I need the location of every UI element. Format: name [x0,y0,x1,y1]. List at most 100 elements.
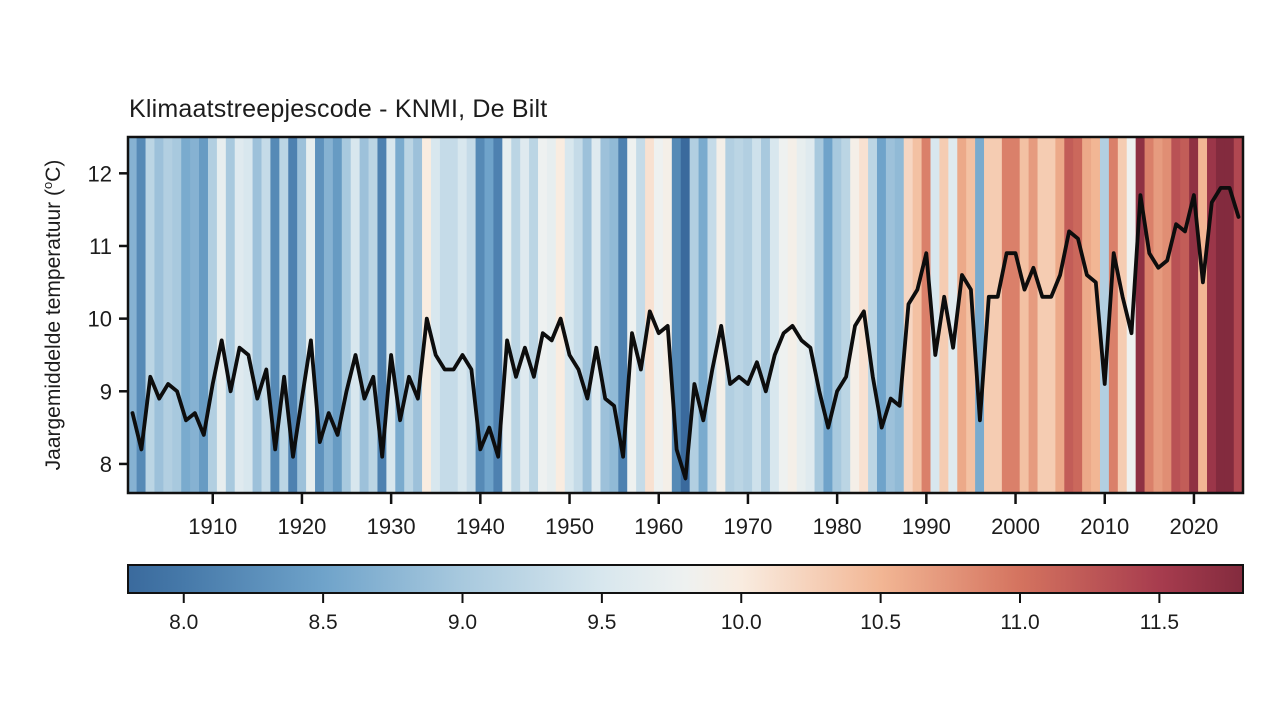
stripe-1901 [127,137,138,493]
stripe-1905 [163,137,173,493]
stripe-1980 [832,137,842,493]
stripe-1927 [359,137,370,493]
stripe-1913 [234,137,245,493]
stripe-2015 [1144,137,1155,493]
stripe-1958 [636,137,646,493]
stripe-1939 [466,137,477,493]
stripe-1909 [199,137,209,493]
stripe-1948 [546,137,557,493]
stripe-1935 [430,137,441,493]
stripe-1999 [1001,137,1012,493]
stripe-1957 [627,137,637,493]
stripe-1955 [609,137,619,493]
stripe-1981 [841,137,851,493]
stripe-1926 [350,137,361,493]
stripe-2001 [1019,137,1030,493]
stripe-1937 [448,137,459,493]
stripe-1949 [555,137,566,493]
stripe-1976 [796,137,807,493]
stripe-2007 [1073,137,1083,493]
stripe-1987 [894,137,905,493]
stripe-1975 [787,137,798,493]
chart-title: Klimaatstreepjescode - KNMI, De Bilt [129,95,547,123]
stripe-1920 [297,137,307,493]
stripe-2009 [1091,137,1101,493]
stripe-1922 [315,137,325,493]
stripe-1974 [778,137,789,493]
stripe-1979 [823,137,833,493]
stripe-1965 [698,137,709,493]
stripe-2025 [1233,137,1244,493]
stripes-layer [127,137,1244,493]
stripe-1961 [662,137,673,493]
stripe-2019 [1180,137,1190,493]
stripe-1951 [573,137,584,493]
temperature-line-layer [130,185,1241,481]
y-tick-label: 8 [100,452,112,477]
x-tick-label: 1950 [545,514,594,539]
colorbar-layer: 8.0 8.5 9.0 9.5 10.0 10.5 11.0 11.5 [127,564,1244,634]
stripe-2022 [1207,137,1217,493]
stripe-1993 [948,137,958,493]
stripe-1931 [395,137,405,493]
x-tick-label: 2000 [991,514,1040,539]
stripe-2005 [1055,137,1065,493]
stripe-1918 [279,137,289,493]
stripe-1947 [538,137,548,493]
stripe-1954 [600,137,610,493]
stripe-1984 [868,137,878,493]
stripe-1950 [564,137,575,493]
stripe-1906 [172,137,182,493]
stripe-1989 [912,137,923,493]
y-axis-label-text: Jaargemiddelde temperatuur ( [42,189,65,470]
stripe-1910 [207,137,218,493]
x-tick-label: 2010 [1080,514,1129,539]
y-tick-label: 10 [88,307,112,332]
plot-border [126,135,1245,495]
colorbar-tick-label: 10.5 [860,611,901,634]
x-tick-label: 1940 [456,514,505,539]
colorbar-tick-label: 11.5 [1140,611,1179,634]
colorbar-tick-label: 9.5 [587,611,616,634]
stripe-1964 [689,137,700,493]
y-axis-label: Jaargemiddelde temperatuur (oC) [40,160,65,471]
x-tick-label: 1930 [367,514,416,539]
colorbar-tick-label: 11.0 [1000,611,1039,634]
stripe-2003 [1037,137,1048,493]
stripe-1936 [439,137,450,493]
stripe-1914 [243,137,254,493]
y-tick-label: 11 [89,234,112,259]
x-tick-label: 1910 [188,514,237,539]
y-tick-label: 9 [100,379,112,404]
stripe-1946 [529,137,539,493]
stripe-1938 [457,137,468,493]
stripe-1972 [761,137,771,493]
stripe-1942 [493,137,503,493]
stripe-1956 [618,137,628,493]
colorbar [127,564,1244,594]
stripe-1953 [591,137,602,493]
y-axis-label-unit: C) [42,160,65,182]
stripe-2017 [1162,137,1172,493]
stripe-1915 [252,137,263,493]
stripe-1923 [323,137,334,493]
stripe-2002 [1028,137,1039,493]
x-tick-label: 1990 [902,514,951,539]
stripe-1996 [975,137,985,493]
x-tick-label: 1970 [723,514,772,539]
colorbar-tick-label: 10.0 [721,611,762,634]
colorbar-tick-label: 9.0 [448,611,477,634]
stripe-1925 [341,137,352,493]
stripe-1969 [734,137,744,493]
stripe-1971 [752,137,762,493]
stripe-2016 [1153,137,1164,493]
colorbar-tick-label: 8.5 [309,611,338,634]
temperature-line [130,185,1241,481]
colorbar-tick-label: 8.0 [169,611,198,634]
stripe-1986 [885,137,896,493]
stripe-1968 [725,137,735,493]
stripe-2018 [1171,137,1181,493]
stripe-1960 [653,137,664,493]
